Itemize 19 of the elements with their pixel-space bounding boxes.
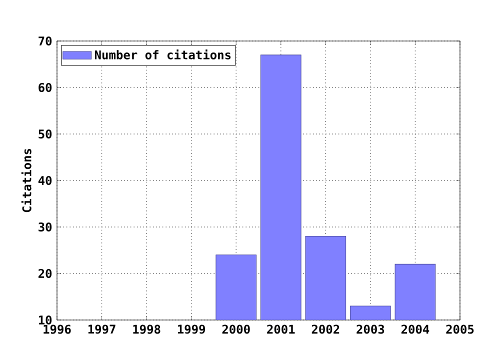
legend-label: Number of citations: [94, 49, 231, 60]
x-tick-label: 1996: [44, 324, 71, 334]
x-tick-label: 2002: [312, 324, 340, 334]
x-tick-label: 2000: [222, 324, 250, 334]
x-tick-label: 2005: [446, 324, 474, 334]
y-tick-label: 60: [38, 82, 52, 92]
y-tick-label: 50: [38, 129, 52, 139]
x-tick-label: 2001: [267, 324, 295, 334]
x-tick-label: 1999: [178, 324, 206, 334]
y-tick-label: 40: [38, 176, 52, 186]
x-tick-label: 2004: [401, 324, 430, 334]
y-tick-label: 10: [38, 315, 52, 325]
x-tick-label: 2003: [356, 324, 384, 334]
x-tick-label: 1997: [88, 324, 116, 334]
y-axis-title: Citations: [21, 148, 32, 212]
y-tick-label: 30: [38, 222, 52, 232]
x-tick-label: 1998: [133, 324, 160, 334]
y-tick-label: 70: [38, 36, 52, 46]
y-tick-label: 20: [38, 268, 52, 278]
